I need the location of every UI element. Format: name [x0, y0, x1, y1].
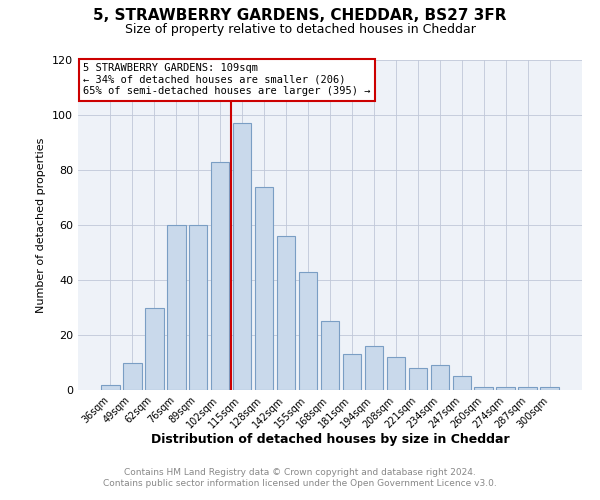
Bar	[452, 376, 471, 390]
Bar	[365, 346, 383, 390]
Bar	[167, 225, 185, 390]
Bar	[431, 365, 449, 390]
Bar	[211, 162, 229, 390]
Bar	[409, 368, 427, 390]
Bar	[101, 384, 119, 390]
Text: Size of property relative to detached houses in Cheddar: Size of property relative to detached ho…	[125, 22, 475, 36]
Bar	[189, 225, 208, 390]
Bar	[145, 308, 164, 390]
Bar	[255, 186, 274, 390]
Bar	[277, 236, 295, 390]
Bar	[343, 354, 361, 390]
Bar	[299, 272, 317, 390]
Bar	[123, 362, 142, 390]
Text: Distribution of detached houses by size in Cheddar: Distribution of detached houses by size …	[151, 432, 509, 446]
Text: Contains HM Land Registry data © Crown copyright and database right 2024.
Contai: Contains HM Land Registry data © Crown c…	[103, 468, 497, 487]
Bar	[541, 387, 559, 390]
Bar	[496, 387, 515, 390]
Y-axis label: Number of detached properties: Number of detached properties	[37, 138, 46, 312]
Bar	[475, 387, 493, 390]
Bar	[386, 357, 405, 390]
Bar	[320, 322, 340, 390]
Bar	[233, 123, 251, 390]
Bar	[518, 387, 537, 390]
Text: 5 STRAWBERRY GARDENS: 109sqm
← 34% of detached houses are smaller (206)
65% of s: 5 STRAWBERRY GARDENS: 109sqm ← 34% of de…	[83, 64, 371, 96]
Text: 5, STRAWBERRY GARDENS, CHEDDAR, BS27 3FR: 5, STRAWBERRY GARDENS, CHEDDAR, BS27 3FR	[93, 8, 507, 22]
